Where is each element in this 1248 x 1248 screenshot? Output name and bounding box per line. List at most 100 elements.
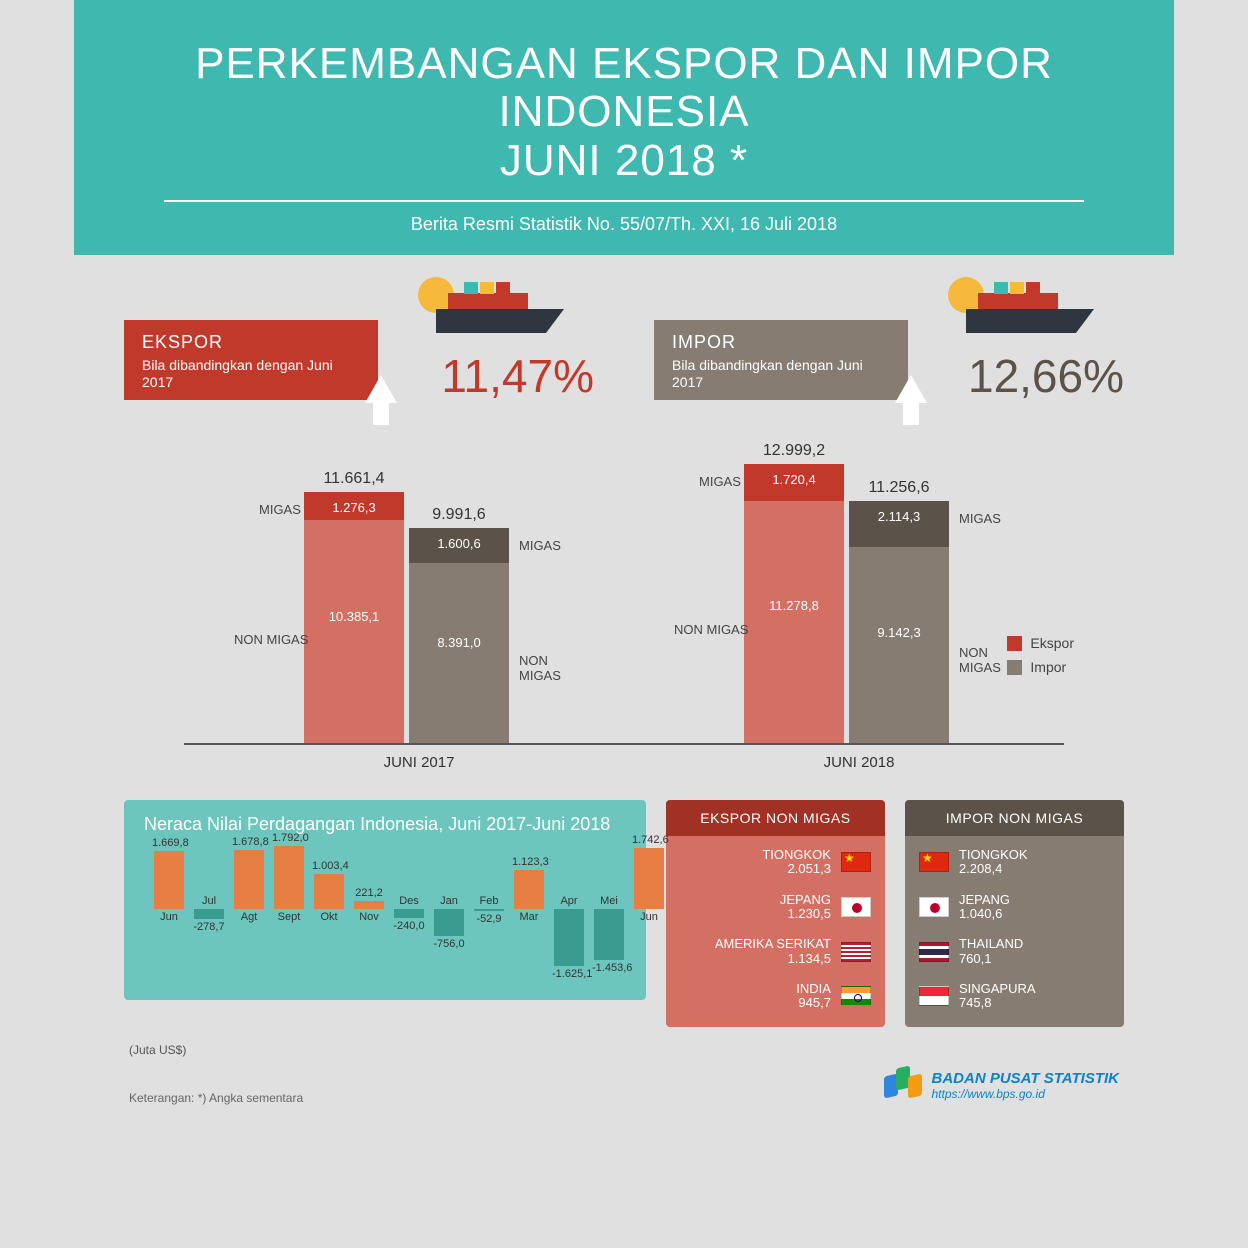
title-rule [164,200,1084,202]
country-text: JEPANG1.230,5 [780,893,831,922]
country-row: TIONGKOK2.051,3 [680,848,871,877]
country-row: SINGAPURA745,8 [919,982,1110,1011]
neraca-value: 1.678,8 [232,836,266,848]
flag-icon [919,852,949,872]
seg-migas: 1.276,3 [304,492,404,519]
country-text: SINGAPURA745,8 [959,982,1036,1011]
neraca-month: Apr [552,895,586,907]
country-row: JEPANG1.230,5 [680,893,871,922]
country-row: TIONGKOK2.208,4 [919,848,1110,877]
title-line-1: PERKEMBANGAN EKSPOR DAN IMPOR INDONESIA [195,39,1053,136]
country-row: JEPANG1.040,6 [919,893,1110,922]
seg-nonmigas: 11.278,8 [744,501,844,743]
neraca-bar [474,909,504,911]
neraca-bar [154,851,184,909]
neraca-value: -278,7 [192,921,226,933]
kpi-impor: IMPOR Bila dibandingkan dengan Juni 2017… [654,295,1124,415]
country-ekspor-head: EKSPOR NON MIGAS [666,800,885,836]
seg-nonmigas: 10.385,1 [304,520,404,743]
neraca-bar [354,901,384,909]
kpi-box-impor: IMPOR Bila dibandingkan dengan Juni 2017 [654,320,908,400]
bar-total: 11.256,6 [849,479,949,497]
neraca-bar [514,870,544,909]
arrow-up-icon [895,375,927,403]
legend: Ekspor Impor [1007,635,1074,683]
ekspor-bar: 12.999,21.720,411.278,8 [744,464,844,743]
country-row: THAILAND760,1 [919,937,1110,966]
neraca-month: Agt [232,911,266,923]
seg-migas: 1.600,6 [409,528,509,562]
country-impor-box: IMPOR NON MIGAS TIONGKOK2.208,4 JEPANG1.0… [905,800,1124,1026]
kpi-ekspor: EKSPOR Bila dibandingkan dengan Juni 201… [124,295,594,415]
neraca-bar [234,850,264,909]
country-text: TIONGKOK2.051,3 [762,848,831,877]
x-axis-label: JUNI 2017 [304,754,534,771]
legend-impor: Impor [1007,659,1074,675]
bps-logo-icon [884,1067,922,1105]
bps-name: BADAN PUSAT STATISTIK [932,1070,1120,1087]
seg-val: 2.114,3 [849,509,949,524]
neraca-month: Mei [592,895,626,907]
neraca-chart: 1.669,8Jun-278,7Jul1.678,8Agt1.792,0Sept… [144,839,626,989]
country-text: INDIA945,7 [796,982,831,1011]
bps-credit: BADAN PUSAT STATISTIK https://www.bps.go… [884,1067,1120,1105]
header-banner: PERKEMBANGAN EKSPOR DAN IMPOR INDONESIA … [74,0,1174,255]
kpi-ekspor-sub: Bila dibandingkan dengan Juni 2017 [142,357,360,391]
footer: Keterangan: *) Angka sementara BADAN PUS… [74,1057,1174,1125]
country-text: AMERIKA SERIKAT1.134,5 [715,937,831,966]
impor-bar: 11.256,62.114,39.142,3 [849,501,949,743]
kpi-box-ekspor: EKSPOR Bila dibandingkan dengan Juni 201… [124,320,378,400]
neraca-value: 1.123,3 [512,856,546,868]
infographic-page: PERKEMBANGAN EKSPOR DAN IMPOR INDONESIA … [74,0,1174,1125]
neraca-value: -756,0 [432,938,466,950]
legend-ekspor: Ekspor [1007,635,1074,651]
neraca-month: Jan [432,895,466,907]
kpi-impor-pct: 12,66% [968,349,1124,403]
neraca-month: Mar [512,911,546,923]
country-impor-head: IMPOR NON MIGAS [905,800,1124,836]
kpi-row: EKSPOR Bila dibandingkan dengan Juni 201… [74,255,1174,425]
neraca-bar [394,909,424,917]
side-label: NON MIGAS [519,653,561,683]
neraca-month: Feb [472,895,506,907]
neraca-title: Neraca Nilai Perdagangan Indonesia, Juni… [144,814,626,835]
seg-val: 9.142,3 [849,625,949,640]
neraca-value: -52,9 [472,913,506,925]
neraca-bar [274,846,304,909]
neraca-value: -1.625,1 [552,968,586,980]
seg-nonmigas: 9.142,3 [849,547,949,744]
neraca-value: 1.669,8 [152,837,186,849]
legend-impor-label: Impor [1030,659,1066,675]
seg-val: 10.385,1 [304,609,404,624]
neraca-value: 1.003,4 [312,860,346,872]
country-row: AMERIKA SERIKAT1.134,5 [680,937,871,966]
ekspor-bar: 11.661,41.276,310.385,1 [304,492,404,743]
ship-icon [436,271,566,341]
neraca-bar [314,874,344,909]
seg-val: 1.600,6 [409,536,509,551]
neraca-value: 1.742,6 [632,834,666,846]
title-line-2: JUNI 2018 * [500,136,748,185]
x-axis [184,743,1064,745]
main-stacked-chart: 11.661,41.276,310.385,19.991,61.600,68.3… [134,435,1114,775]
x-axis-label: JUNI 2018 [744,754,974,771]
bar-total: 12.999,2 [744,442,844,460]
seg-val: 1.276,3 [304,500,404,515]
side-label: MIGAS [519,538,561,553]
side-label: NON MIGAS [959,645,1001,675]
side-label: MIGAS [259,502,301,517]
flag-icon [919,942,949,962]
neraca-month: Sept [272,911,306,923]
seg-migas: 2.114,3 [849,501,949,546]
side-label: NON MIGAS [234,632,308,647]
kpi-impor-sub: Bila dibandingkan dengan Juni 2017 [672,357,890,391]
country-ekspor-box: EKSPOR NON MIGAS TIONGKOK2.051,3 JEPANG1.… [666,800,885,1026]
flag-icon [841,942,871,962]
neraca-value: -240,0 [392,920,426,932]
page-title: PERKEMBANGAN EKSPOR DAN IMPOR INDONESIA … [124,40,1124,185]
neraca-panel: Neraca Nilai Perdagangan Indonesia, Juni… [124,800,646,1000]
neraca-value: -1.453,6 [592,962,626,974]
seg-val: 1.720,4 [744,472,844,487]
neraca-month: Des [392,895,426,907]
ship-icon [966,271,1096,341]
